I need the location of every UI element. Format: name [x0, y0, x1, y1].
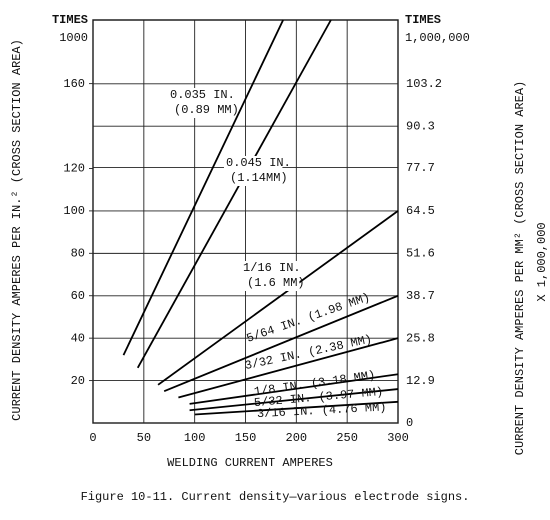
series-label: 3/16 IN. (4.76 MM): [257, 400, 387, 421]
x-tick-label: 150: [235, 431, 257, 445]
annotation: 1000: [59, 31, 88, 45]
y2-tick-label: 0: [406, 416, 413, 430]
series-label: 0.045 IN.: [226, 156, 291, 170]
y2-tick-label: 38.7: [406, 289, 435, 303]
y2-tick-label: 64.5: [406, 204, 435, 218]
series-label: (1.6 MM): [247, 276, 305, 290]
caption: Figure 10-11. Current density—various el…: [81, 490, 470, 504]
y2-axis-sublabel: X 1,000,000: [535, 222, 549, 301]
y2-tick-label: 51.6: [406, 247, 435, 261]
y2-axis-label: CURRENT DENSITY AMPERES PER MM² (CROSS S…: [513, 81, 527, 455]
series-line: [178, 337, 399, 399]
y-axis-label: CURRENT DENSITY AMPERES PER IN.² (CROSS …: [10, 39, 24, 421]
annotation: TIMES: [405, 13, 441, 27]
x-tick-label: 100: [184, 431, 206, 445]
annotation: 1,000,000: [405, 31, 470, 45]
y2-tick-label: 90.3: [406, 119, 435, 133]
label-backdrop: [241, 261, 300, 291]
series-line: [189, 373, 399, 405]
x-tick-label: 50: [137, 431, 151, 445]
y2-tick-label: 77.7: [406, 161, 435, 175]
y-tick-label: 160: [63, 77, 85, 91]
series-line: [122, 19, 284, 356]
y2-tick-label: 103.2: [406, 77, 442, 91]
series-line: [157, 210, 399, 386]
y-tick-label: 40: [71, 331, 85, 345]
series-label: (0.89 MM): [174, 103, 239, 117]
series-line: [194, 400, 399, 416]
x-tick-label: 250: [336, 431, 358, 445]
x-axis-label: WELDING CURRENT AMPERES: [167, 456, 333, 470]
y2-tick-label: 12.9: [406, 374, 435, 388]
series-line: [163, 294, 399, 393]
y-tick-label: 20: [71, 374, 85, 388]
x-tick-label: 200: [286, 431, 308, 445]
series-label: 1/16 IN.: [243, 261, 301, 275]
series-line: [136, 19, 332, 369]
x-tick-label: 0: [89, 431, 96, 445]
label-backdrop: [168, 88, 227, 118]
series-label: (1.14MM): [230, 171, 288, 185]
series-line: [189, 388, 399, 412]
x-tick-label: 300: [387, 431, 409, 445]
label-backdrop: [224, 156, 283, 186]
y-tick-label: 60: [71, 289, 85, 303]
annotation: TIMES: [52, 13, 88, 27]
y2-tick-label: 25.8: [406, 331, 435, 345]
y-tick-label: 120: [63, 162, 85, 176]
y-tick-label: 80: [71, 246, 85, 260]
series-label: 0.035 IN.: [170, 88, 235, 102]
y-tick-label: 100: [63, 204, 85, 218]
